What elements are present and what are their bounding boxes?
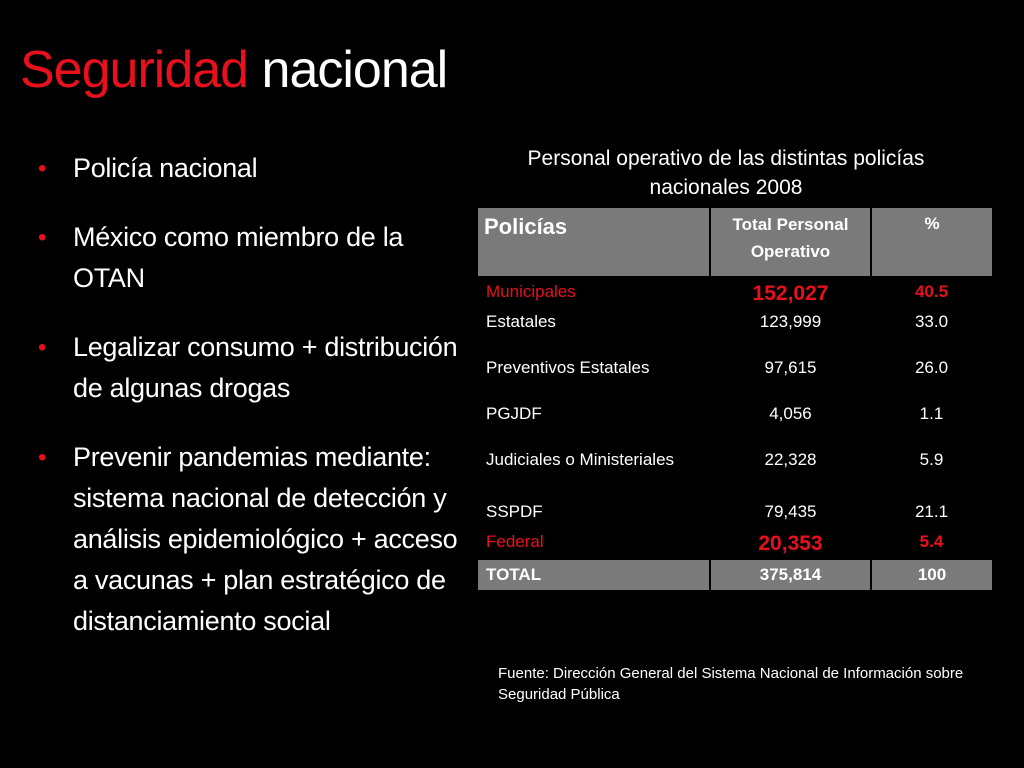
row-percent: 5.9 xyxy=(919,450,944,469)
row-name: Federal xyxy=(486,532,544,551)
row-total: 22,328 xyxy=(764,450,817,469)
row-percent: 26.0 xyxy=(914,358,949,377)
bullet-text: Policía nacional xyxy=(73,153,258,183)
header-policias: Policías xyxy=(478,208,710,276)
police-table: Policías Total Personal Operativo % Muni… xyxy=(478,208,992,590)
table-total-row: TOTAL 375,814 100 xyxy=(478,560,992,590)
total-label: TOTAL xyxy=(478,560,710,590)
row-total: 20,353 xyxy=(758,532,823,555)
row-total: 79,435 xyxy=(764,502,817,521)
row-percent: 40.5 xyxy=(914,282,949,301)
row-name: Estatales xyxy=(486,312,556,331)
bullet-list: • Policía nacional • México como miembro d… xyxy=(38,148,468,670)
table-row: SSPDF 79,435 21.1 xyxy=(478,502,992,532)
table-header-row: Policías Total Personal Operativo % xyxy=(478,208,992,276)
bullet-text: Legalizar consumo + distribución de algu… xyxy=(73,332,458,403)
title-accent: Seguridad xyxy=(20,41,249,99)
bullet-dot-icon: • xyxy=(38,334,47,361)
header-total: Total Personal Operativo xyxy=(709,208,871,276)
total-value: 375,814 xyxy=(709,560,871,590)
row-total: 152,027 xyxy=(752,282,829,305)
bullet-text: Prevenir pandemias mediante: sistema nac… xyxy=(73,442,458,636)
bullet-dot-icon: • xyxy=(38,155,47,182)
bullet-item: • México como miembro de la OTAN xyxy=(38,217,468,299)
table-row: Preventivos Estatales 97,615 26.0 xyxy=(478,358,992,404)
table-row: Judiciales o Ministeriales 22,328 5.9 xyxy=(478,450,992,502)
row-name: Municipales xyxy=(486,282,576,301)
bullet-dot-icon: • xyxy=(38,444,47,471)
source-note: Fuente: Dirección General del Sistema Na… xyxy=(498,665,964,703)
row-name: PGJDF xyxy=(486,404,542,423)
header-percent: % xyxy=(870,208,992,276)
table-row: Estatales 123,999 33.0 xyxy=(478,312,992,358)
bullet-item: • Legalizar consumo + distribución de alg… xyxy=(38,327,468,409)
row-name: Preventivos Estatales xyxy=(486,358,650,377)
bullet-text: México como miembro de la OTAN xyxy=(73,222,404,293)
slide-title: Seguridad nacional xyxy=(20,40,449,100)
table-row: PGJDF 4,056 1.1 xyxy=(478,404,992,450)
row-total: 4,056 xyxy=(769,404,812,423)
row-total: 97,615 xyxy=(764,358,817,377)
row-percent: 21.1 xyxy=(914,502,949,521)
table-caption: Personal operativo de las distintas poli… xyxy=(527,147,925,199)
row-name: Judiciales o Ministeriales xyxy=(486,450,675,469)
bullet-item: • Prevenir pandemias mediante: sistema na… xyxy=(38,437,468,642)
row-percent: 5.4 xyxy=(919,532,944,551)
total-percent: 100 xyxy=(870,560,992,590)
row-percent: 1.1 xyxy=(919,404,944,423)
table-row: Municipales 152,027 40.5 xyxy=(478,276,992,312)
bullet-dot-icon: • xyxy=(38,224,47,251)
row-percent: 33.0 xyxy=(914,312,949,331)
table-row: Federal 20,353 5.4 xyxy=(478,532,992,560)
title-rest: nacional xyxy=(261,41,449,99)
row-total: 123,999 xyxy=(759,312,822,331)
bullet-item: • Policía nacional xyxy=(38,148,468,189)
row-name: SSPDF xyxy=(486,502,543,521)
